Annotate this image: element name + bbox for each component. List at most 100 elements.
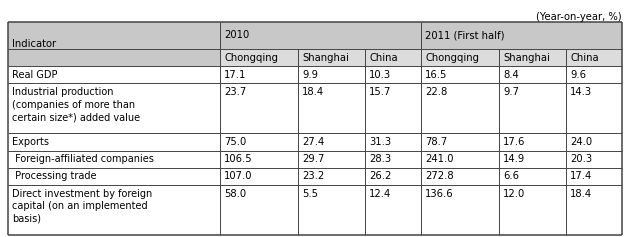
Text: 27.4: 27.4 — [302, 137, 324, 147]
Text: 14.3: 14.3 — [570, 87, 592, 97]
Bar — [499, 83, 566, 133]
Text: 58.0: 58.0 — [224, 189, 246, 199]
Text: 136.6: 136.6 — [425, 189, 454, 199]
Text: 9.7: 9.7 — [503, 87, 519, 97]
Bar — [566, 66, 622, 83]
Text: 17.4: 17.4 — [570, 172, 592, 182]
Bar — [499, 150, 566, 168]
Text: 22.8: 22.8 — [425, 87, 447, 97]
Text: Shanghai: Shanghai — [302, 53, 349, 63]
Bar — [499, 66, 566, 83]
Bar — [298, 150, 365, 168]
Text: Industrial production
(companies of more than
certain size*) added value: Industrial production (companies of more… — [12, 87, 140, 122]
Text: Chongqing: Chongqing — [425, 53, 479, 63]
Bar — [8, 83, 220, 133]
Bar — [8, 133, 220, 150]
Bar — [566, 185, 622, 235]
Text: Foreign-affiliated companies: Foreign-affiliated companies — [12, 154, 154, 164]
Bar — [8, 168, 220, 185]
Bar — [421, 49, 499, 66]
Text: 272.8: 272.8 — [425, 172, 454, 182]
Bar — [8, 185, 220, 235]
Text: Indicator: Indicator — [12, 39, 56, 49]
Text: 9.9: 9.9 — [302, 70, 318, 80]
Text: 18.4: 18.4 — [302, 87, 324, 97]
Text: 2011 (First half): 2011 (First half) — [425, 30, 505, 41]
Text: 24.0: 24.0 — [570, 137, 592, 147]
Bar — [365, 150, 421, 168]
Bar — [365, 83, 421, 133]
Text: Direct investment by foreign
capital (on an implemented
basis): Direct investment by foreign capital (on… — [12, 189, 152, 224]
Text: 17.1: 17.1 — [224, 70, 246, 80]
Bar — [298, 168, 365, 185]
Bar — [566, 133, 622, 150]
Bar — [365, 49, 421, 66]
Bar — [421, 150, 499, 168]
Bar — [220, 83, 298, 133]
Text: 2010: 2010 — [224, 30, 249, 41]
Bar — [421, 168, 499, 185]
Bar — [8, 22, 220, 66]
Bar — [220, 66, 298, 83]
Text: Shanghai: Shanghai — [503, 53, 550, 63]
Bar — [298, 83, 365, 133]
Bar — [499, 133, 566, 150]
Text: 6.6: 6.6 — [503, 172, 519, 182]
Text: 78.7: 78.7 — [425, 137, 447, 147]
Text: China: China — [570, 53, 598, 63]
Text: 10.3: 10.3 — [369, 70, 391, 80]
Bar — [298, 66, 365, 83]
Bar — [298, 49, 365, 66]
Bar — [8, 66, 220, 83]
Bar — [566, 83, 622, 133]
Text: (Year-on-year, %): (Year-on-year, %) — [536, 12, 622, 22]
Text: 23.7: 23.7 — [224, 87, 246, 97]
Bar — [421, 185, 499, 235]
Text: 16.5: 16.5 — [425, 70, 447, 80]
Text: 12.4: 12.4 — [369, 189, 391, 199]
Text: 241.0: 241.0 — [425, 154, 454, 164]
Bar — [566, 49, 622, 66]
Text: 17.6: 17.6 — [503, 137, 525, 147]
Text: 20.3: 20.3 — [570, 154, 592, 164]
Bar — [421, 66, 499, 83]
Text: 29.7: 29.7 — [302, 154, 324, 164]
Bar — [421, 83, 499, 133]
Bar — [365, 66, 421, 83]
Bar — [220, 185, 298, 235]
Bar — [365, 133, 421, 150]
Bar — [220, 168, 298, 185]
Bar — [421, 22, 622, 49]
Bar — [220, 133, 298, 150]
Text: 5.5: 5.5 — [302, 189, 318, 199]
Text: Processing trade: Processing trade — [12, 172, 96, 182]
Text: 107.0: 107.0 — [224, 172, 253, 182]
Bar — [566, 168, 622, 185]
Bar — [220, 49, 298, 66]
Bar — [566, 150, 622, 168]
Text: 9.6: 9.6 — [570, 70, 586, 80]
Bar — [220, 150, 298, 168]
Bar — [421, 133, 499, 150]
Bar — [220, 22, 421, 49]
Text: 23.2: 23.2 — [302, 172, 324, 182]
Text: 106.5: 106.5 — [224, 154, 253, 164]
Text: 14.9: 14.9 — [503, 154, 525, 164]
Text: Exports: Exports — [12, 137, 49, 147]
Text: 8.4: 8.4 — [503, 70, 519, 80]
Text: 28.3: 28.3 — [369, 154, 391, 164]
Text: 31.3: 31.3 — [369, 137, 391, 147]
Text: 75.0: 75.0 — [224, 137, 246, 147]
Text: Real GDP: Real GDP — [12, 70, 57, 80]
Bar — [499, 185, 566, 235]
Bar — [298, 185, 365, 235]
Bar — [499, 49, 566, 66]
Text: 26.2: 26.2 — [369, 172, 392, 182]
Bar — [8, 150, 220, 168]
Bar — [365, 168, 421, 185]
Bar — [499, 168, 566, 185]
Text: 15.7: 15.7 — [369, 87, 392, 97]
Text: China: China — [369, 53, 398, 63]
Bar — [365, 185, 421, 235]
Text: 12.0: 12.0 — [503, 189, 525, 199]
